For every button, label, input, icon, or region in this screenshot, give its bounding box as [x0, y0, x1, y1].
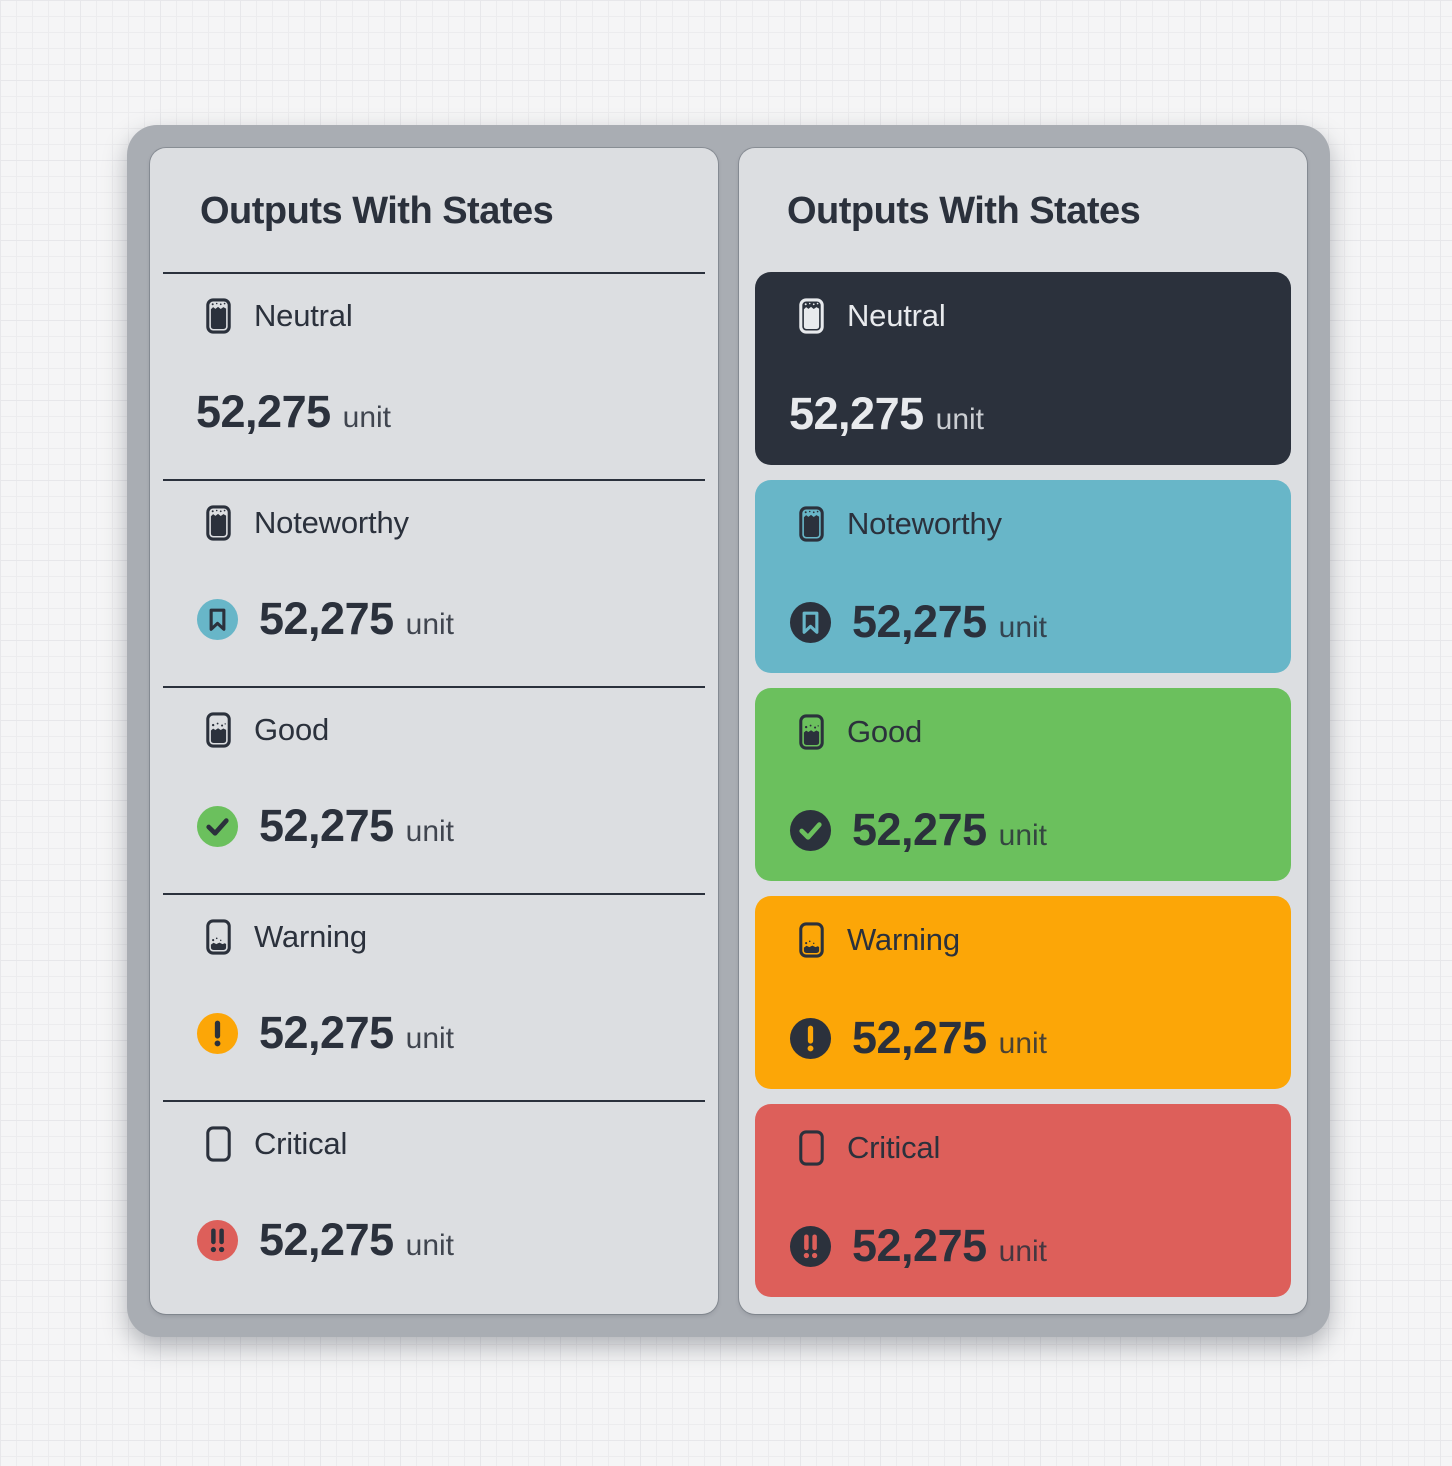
output-value: 52,275: [259, 593, 394, 644]
output-unit: unit: [935, 403, 985, 436]
output-value: 52,275: [852, 1012, 987, 1063]
vessel-half-icon: [799, 714, 824, 750]
state-label: Noteworthy: [254, 505, 409, 540]
output-unit: unit: [998, 1027, 1048, 1060]
vessel-low-icon: [206, 919, 231, 955]
vessel-full-icon: [206, 298, 231, 334]
vessel-empty-icon: [206, 1126, 231, 1162]
output-value: 52,275: [259, 1007, 394, 1058]
output-row-neutral: Neutral 52,275 unit: [163, 272, 705, 479]
state-label: Good: [847, 714, 923, 749]
vessel-empty-icon: [799, 1130, 824, 1166]
output-row-critical: Critical 52,275 unit: [163, 1100, 705, 1307]
outputs-panel-colored: Outputs With States Neutral 52,275 unit: [739, 148, 1307, 1314]
state-label: Critical: [254, 1126, 348, 1161]
outputs-widget-group[interactable]: Outputs With States Neutral 52,275 unit …: [127, 125, 1330, 1337]
outputs-panel-plain: Outputs With States Neutral 52,275 unit …: [150, 148, 718, 1314]
output-row-noteworthy: Noteworthy 52,275 unit: [163, 479, 705, 686]
state-card-noteworthy: Noteworthy 52,275 unit: [755, 480, 1291, 673]
output-unit: unit: [405, 1229, 455, 1262]
output-unit: unit: [998, 611, 1048, 644]
bookmark-icon: [196, 598, 239, 641]
vessel-full-icon: [206, 505, 231, 541]
bookmark-icon: [789, 601, 832, 644]
exclamation-icon: [789, 1017, 832, 1060]
state-label: Good: [254, 712, 330, 747]
output-value: 52,275: [259, 800, 394, 851]
output-value: 52,275: [852, 1220, 987, 1271]
exclamation-icon: [196, 1012, 239, 1055]
panel-title: Outputs With States: [200, 190, 554, 232]
vessel-full-icon: [799, 298, 824, 334]
output-value: 52,275: [789, 388, 924, 439]
panel-title: Outputs With States: [787, 190, 1141, 232]
double-exclamation-icon: [789, 1225, 832, 1268]
output-unit: unit: [405, 608, 455, 641]
state-cards: Neutral 52,275 unit Noteworthy: [739, 272, 1307, 1297]
output-unit: unit: [998, 819, 1048, 852]
state-label: Noteworthy: [847, 506, 1002, 541]
output-unit: unit: [405, 815, 455, 848]
state-label: Warning: [254, 919, 367, 954]
state-card-good: Good 52,275 unit: [755, 688, 1291, 881]
output-unit: unit: [405, 1022, 455, 1055]
state-label: Neutral: [254, 298, 353, 333]
output-value: 52,275: [852, 804, 987, 855]
vessel-low-icon: [799, 922, 824, 958]
vessel-half-icon: [206, 712, 231, 748]
output-row-warning: Warning 52,275 unit: [163, 893, 705, 1100]
state-label: Warning: [847, 922, 960, 957]
output-value: 52,275: [259, 1214, 394, 1265]
double-exclamation-icon: [196, 1219, 239, 1262]
output-value: 52,275: [852, 596, 987, 647]
state-card-warning: Warning 52,275 unit: [755, 896, 1291, 1089]
output-unit: unit: [342, 401, 392, 434]
vessel-full-icon: [799, 506, 824, 542]
state-label: Neutral: [847, 298, 946, 333]
output-unit: unit: [998, 1235, 1048, 1268]
output-row-good: Good 52,275 unit: [163, 686, 705, 893]
check-icon: [196, 805, 239, 848]
state-label: Critical: [847, 1130, 941, 1165]
check-icon: [789, 809, 832, 852]
output-value: 52,275: [196, 386, 331, 437]
state-card-neutral: Neutral 52,275 unit: [755, 272, 1291, 465]
state-card-critical: Critical 52,275 unit: [755, 1104, 1291, 1297]
